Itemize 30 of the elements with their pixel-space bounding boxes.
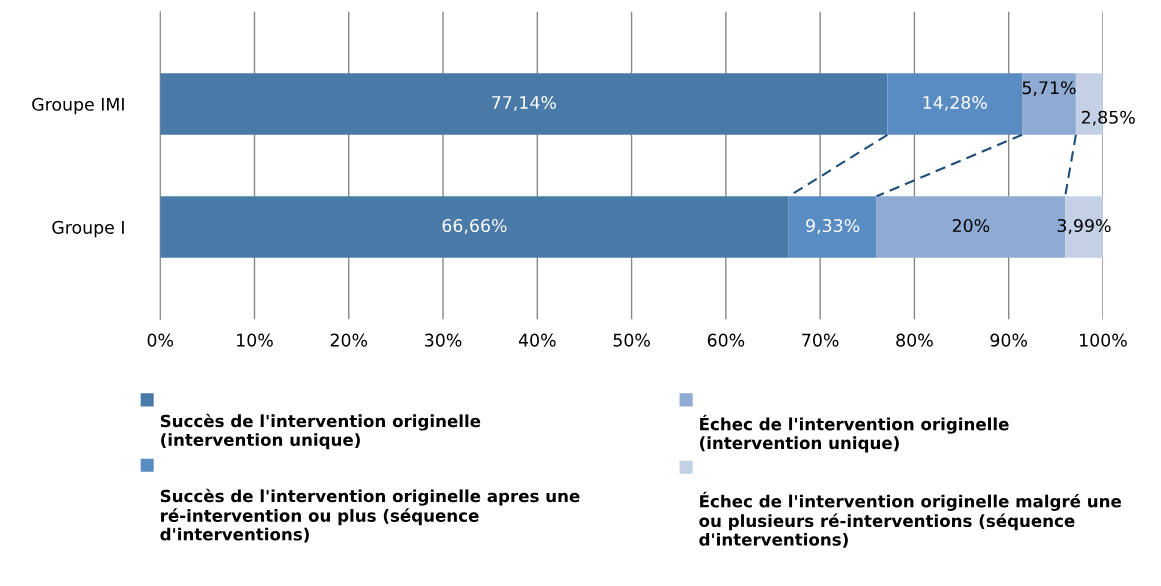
bar xyxy=(788,196,877,258)
data-label: 5,71% xyxy=(1022,81,1076,97)
bar xyxy=(160,196,789,258)
x-tick-label: 30% xyxy=(425,333,462,347)
legend-label: Succès de l'intervention originelle apres une ré-intervention ou plus (séquence d'interventions) xyxy=(160,488,580,543)
bar xyxy=(887,73,1023,135)
x-tick-label: 40% xyxy=(518,333,556,347)
data-label: 14,28% xyxy=(923,95,987,111)
bar xyxy=(160,73,888,135)
x-tick-label: 70% xyxy=(802,333,839,347)
y-tick-label: Groupe IMI xyxy=(32,97,124,115)
y-tick-label: Groupe I xyxy=(52,220,124,238)
x-tick-label: 0% xyxy=(147,333,174,347)
data-label: 66,66% xyxy=(442,218,507,234)
data-label: 20% xyxy=(952,218,990,233)
data-label: 9,33% xyxy=(806,218,860,234)
x-tick-label: 80% xyxy=(896,333,933,347)
legend-label: Succès de l'intervention originelle (intervention unique) xyxy=(160,413,481,450)
legend-label: Échec de l'intervention originelle malgré une ou plusieurs ré-interventions (séquence d'interventions) xyxy=(699,491,1122,548)
data-label: 2,85% xyxy=(1081,110,1135,126)
legend-label: Échec de l'intervention originelle (intervention unique) xyxy=(700,414,1009,453)
data-label: 3,99% xyxy=(1057,218,1111,234)
x-tick-label: 10% xyxy=(237,333,273,347)
data-label: 77,14% xyxy=(492,95,556,111)
x-tick-label: 90% xyxy=(990,333,1028,347)
x-tick-label: 50% xyxy=(613,333,650,347)
x-tick-label: 60% xyxy=(707,333,745,347)
bar xyxy=(1022,73,1076,135)
x-tick-label: 100% xyxy=(1080,333,1127,347)
x-tick-label: 20% xyxy=(330,333,368,347)
